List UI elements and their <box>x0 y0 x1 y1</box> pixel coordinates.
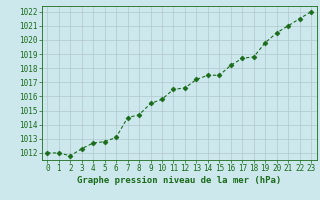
X-axis label: Graphe pression niveau de la mer (hPa): Graphe pression niveau de la mer (hPa) <box>77 176 281 185</box>
